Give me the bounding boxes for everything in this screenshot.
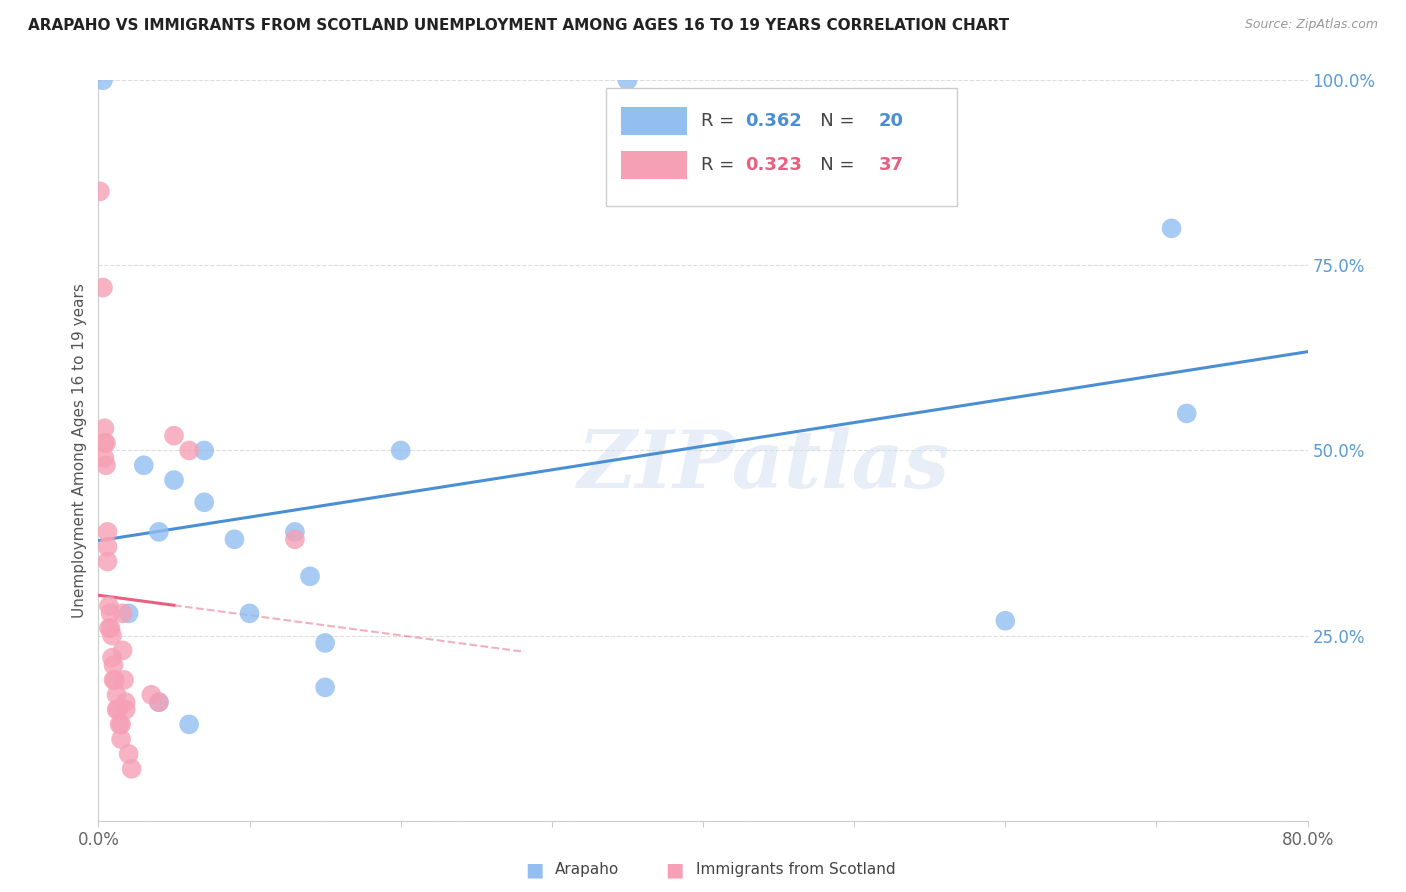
Text: 0.323: 0.323 (745, 156, 803, 175)
Point (93, 421, 115, 435)
Text: 37: 37 (879, 156, 903, 175)
Text: N =: N = (803, 156, 860, 175)
Point (107, 703, 129, 717)
Point (110, 732, 132, 747)
Point (108, 717, 131, 731)
Point (114, 695, 136, 709)
Point (239, 607, 262, 621)
Point (389, 443, 412, 458)
Point (98, 621, 121, 635)
Point (96, 555, 118, 569)
Point (118, 607, 141, 621)
Point (114, 703, 136, 717)
Point (100, 621, 122, 635)
Text: ■: ■ (524, 860, 544, 880)
Text: 20: 20 (879, 112, 903, 130)
Text: ■: ■ (665, 860, 685, 880)
Point (105, 703, 128, 717)
Point (1160, 221, 1182, 235)
Point (118, 747, 141, 761)
Point (111, 607, 134, 621)
Point (121, 762, 143, 776)
Text: ZIPatlas: ZIPatlas (578, 426, 949, 504)
Point (299, 569, 322, 583)
Point (179, 443, 201, 458)
Point (314, 636, 336, 650)
Point (179, 717, 201, 731)
Point (163, 428, 186, 442)
Point (616, 73, 638, 87)
Point (994, 614, 1017, 628)
Text: Immigrants from Scotland: Immigrants from Scotland (696, 863, 896, 877)
Point (163, 473, 186, 487)
Text: Arapaho: Arapaho (555, 863, 620, 877)
Point (110, 717, 132, 731)
Point (103, 673, 125, 687)
Point (100, 607, 122, 621)
Text: ARAPAHO VS IMMIGRANTS FROM SCOTLAND UNEMPLOYMENT AMONG AGES 16 TO 19 YEARS CORRE: ARAPAHO VS IMMIGRANTS FROM SCOTLAND UNEM… (28, 18, 1010, 33)
Text: R =: R = (700, 112, 740, 130)
Point (141, 688, 163, 702)
Text: 0.362: 0.362 (745, 112, 803, 130)
Point (91, 280, 114, 294)
Point (112, 673, 135, 687)
Point (148, 695, 170, 709)
Point (132, 458, 155, 473)
Point (1175, 407, 1198, 421)
Point (93, 436, 115, 450)
FancyBboxPatch shape (606, 87, 957, 206)
Point (101, 628, 124, 642)
Point (314, 681, 336, 695)
Text: R =: R = (700, 156, 740, 175)
Point (89, 184, 111, 198)
Point (224, 533, 246, 547)
Point (91, 73, 114, 87)
Point (193, 495, 215, 509)
Point (193, 443, 215, 458)
Point (148, 524, 170, 539)
Point (104, 673, 127, 687)
Point (101, 650, 124, 665)
Text: Source: ZipAtlas.com: Source: ZipAtlas.com (1244, 18, 1378, 31)
Point (284, 533, 307, 547)
Point (96, 540, 118, 554)
Point (148, 695, 170, 709)
Point (93, 450, 115, 465)
Point (111, 643, 134, 657)
Point (94, 458, 117, 473)
Point (94, 436, 117, 450)
FancyBboxPatch shape (621, 107, 688, 135)
Point (105, 688, 128, 702)
Point (103, 658, 125, 673)
FancyBboxPatch shape (621, 152, 688, 179)
Text: N =: N = (803, 112, 860, 130)
Point (284, 524, 307, 539)
Point (96, 524, 118, 539)
Point (98, 599, 121, 613)
Y-axis label: Unemployment Among Ages 16 to 19 years: Unemployment Among Ages 16 to 19 years (72, 283, 87, 618)
